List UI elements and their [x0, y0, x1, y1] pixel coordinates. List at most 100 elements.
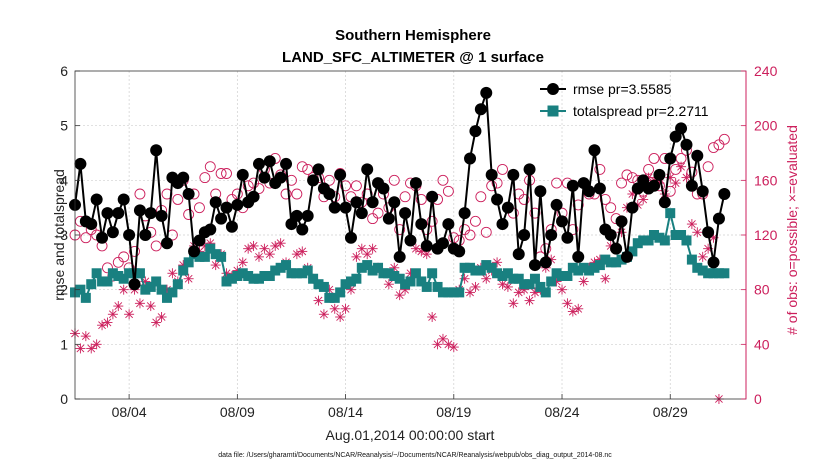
- rmse-point: [426, 190, 439, 203]
- totalspread-point: [697, 265, 708, 276]
- totalspread-point: [659, 235, 670, 246]
- possible-obs-point: [172, 194, 184, 205]
- totalspread-point: [708, 268, 719, 279]
- totalspread-point: [605, 257, 616, 268]
- evaluated-obs-point: [448, 342, 459, 353]
- possible-obs-point: [551, 177, 563, 189]
- totalspread-point: [356, 262, 367, 273]
- evaluated-obs-point: [692, 227, 703, 238]
- rmse-point: [464, 152, 477, 165]
- totalspread-point: [508, 273, 519, 284]
- possible-obs-point: [102, 262, 113, 274]
- evaluated-obs-point: [427, 312, 438, 322]
- x-tick-label: 08/14: [328, 404, 363, 420]
- evaluated-obs-point: [676, 161, 687, 172]
- totalspread-point: [410, 268, 421, 279]
- totalspread-point: [502, 268, 513, 279]
- evaluated-obs-point: [134, 298, 145, 309]
- possible-obs-point: [686, 166, 698, 178]
- totalspread-point: [437, 287, 448, 298]
- rmse-point: [160, 237, 173, 250]
- rmse-point: [117, 193, 130, 206]
- rmse-point: [523, 163, 536, 176]
- y-right-tick-label: 0: [754, 391, 762, 407]
- rmse-point: [296, 223, 309, 236]
- rmse-point: [566, 179, 579, 192]
- rmse-point: [344, 231, 357, 244]
- totalspread-point: [519, 279, 530, 290]
- possible-obs-point: [621, 169, 633, 181]
- rmse-point: [399, 207, 412, 220]
- x-tick-label: 08/09: [220, 404, 255, 420]
- evaluated-obs-point: [124, 309, 135, 320]
- y-tick-label: 1: [60, 336, 68, 352]
- totalspread-point: [627, 246, 638, 257]
- totalspread-point: [676, 230, 687, 240]
- rmse-point: [653, 168, 666, 181]
- rmse-point: [96, 231, 109, 244]
- y-tick-label: 4: [60, 172, 68, 188]
- evaluated-obs-point: [481, 273, 492, 284]
- totalspread-point: [221, 276, 232, 287]
- possible-obs-point: [415, 194, 427, 205]
- totalspread-point: [616, 254, 627, 265]
- legend-spread-label: totalspread pr=2.2711: [573, 103, 709, 119]
- rmse-point: [382, 212, 395, 225]
- chart-title: Southern Hemisphere: [335, 27, 491, 44]
- rmse-point: [680, 138, 693, 151]
- chart-subtitle: LAND_SFC_ALTIMETER @ 1 surface: [282, 49, 544, 66]
- evaluated-obs-point: [600, 273, 611, 284]
- possible-obs-point: [702, 161, 714, 173]
- rmse-point: [593, 182, 606, 195]
- totalspread-point: [486, 262, 497, 273]
- totalspread-point: [297, 268, 308, 279]
- rmse-point: [90, 193, 103, 206]
- totalspread-point: [443, 287, 454, 298]
- totalspread-point: [513, 273, 524, 284]
- totalspread-point: [97, 276, 108, 287]
- totalspread-point: [308, 273, 319, 284]
- possible-obs-point: [296, 161, 308, 173]
- totalspread-point: [497, 271, 508, 281]
- totalspread-point: [448, 287, 459, 298]
- evaluated-obs-point: [167, 268, 178, 279]
- evaluated-obs-point: [362, 249, 373, 260]
- y-tick-label: 0: [60, 391, 68, 407]
- possible-obs-point: [286, 174, 297, 186]
- rmse-point: [231, 198, 244, 211]
- possible-obs-point: [599, 194, 611, 205]
- rmse-point: [312, 163, 325, 176]
- rmse-point: [339, 201, 352, 214]
- totalspread-point: [291, 268, 302, 279]
- totalspread-point: [80, 292, 91, 303]
- rmse-point: [545, 229, 558, 241]
- possible-obs-point: [626, 172, 638, 184]
- totalspread-point: [302, 265, 313, 276]
- possible-obs-point: [491, 177, 503, 189]
- rmse-point: [685, 179, 698, 192]
- rmse-point: [480, 86, 493, 99]
- totalspread-point: [270, 265, 281, 276]
- possible-obs-point: [350, 180, 362, 192]
- rmse-point: [393, 250, 406, 263]
- rmse-point: [150, 144, 163, 157]
- rmse-point: [409, 177, 422, 190]
- possible-obs-point: [518, 194, 530, 205]
- totalspread-point: [243, 271, 254, 281]
- possible-obs-point: [426, 215, 438, 227]
- totalspread-point: [113, 271, 124, 281]
- totalspread-point: [248, 273, 259, 284]
- totalspread-point: [264, 271, 275, 281]
- x-axis-label: Aug.01,2014 00:00:00 start: [326, 427, 495, 443]
- totalspread-point: [551, 268, 562, 279]
- evaluated-obs-point: [578, 276, 589, 287]
- possible-obs-point: [394, 224, 406, 235]
- evaluated-obs-point: [91, 339, 102, 350]
- evaluated-obs-point: [118, 284, 129, 295]
- evaluated-obs-point: [297, 246, 308, 257]
- x-tick-label: 08/24: [544, 404, 579, 420]
- totalspread-point: [151, 276, 162, 287]
- x-tick-label: 08/04: [112, 404, 147, 420]
- evaluated-obs-point: [97, 320, 108, 331]
- evaluated-obs-point: [367, 243, 378, 254]
